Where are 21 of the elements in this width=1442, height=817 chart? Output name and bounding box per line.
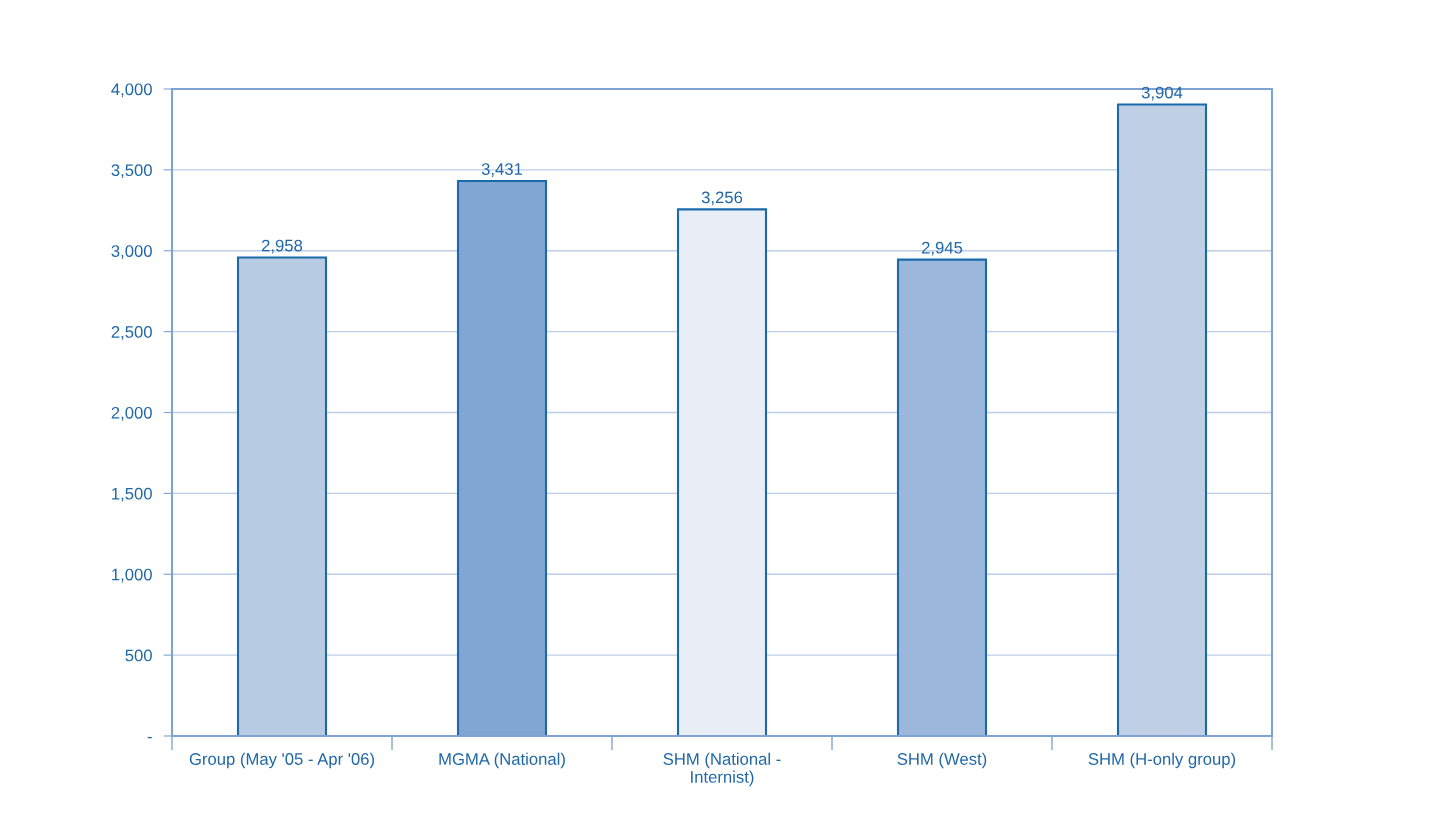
- x-tick-label: SHM (National - Internist): [663, 752, 781, 787]
- data-label: 3,904: [1141, 86, 1183, 101]
- y-tick-label: 1,000: [112, 568, 152, 583]
- bar: [896, 258, 988, 736]
- x-tick-label: SHM (West): [897, 752, 987, 769]
- y-tick-label: 500: [125, 649, 152, 662]
- data-label: 2,958: [261, 239, 303, 254]
- y-tick-label: 2,000: [111, 406, 152, 421]
- bar: [676, 208, 768, 736]
- x-tick-label: MGMA (National): [439, 752, 565, 769]
- y-tick-label: 2,500: [111, 326, 152, 340]
- data-label: 3,256: [701, 191, 743, 206]
- y-tick-label: 3,000: [111, 245, 152, 259]
- x-tick-label: Group (May '05 - Apr '06): [189, 752, 375, 769]
- y-tick-label: 4,000: [111, 83, 152, 98]
- x-tick-label: SHM (H-only group): [1088, 752, 1236, 769]
- y-tick-label: -: [147, 736, 152, 739]
- data-label: 3,431: [481, 163, 523, 177]
- y-tick-label: 3,500: [111, 164, 152, 179]
- data-label: 2,945: [921, 241, 963, 256]
- y-tick-label: 1,500: [112, 487, 152, 502]
